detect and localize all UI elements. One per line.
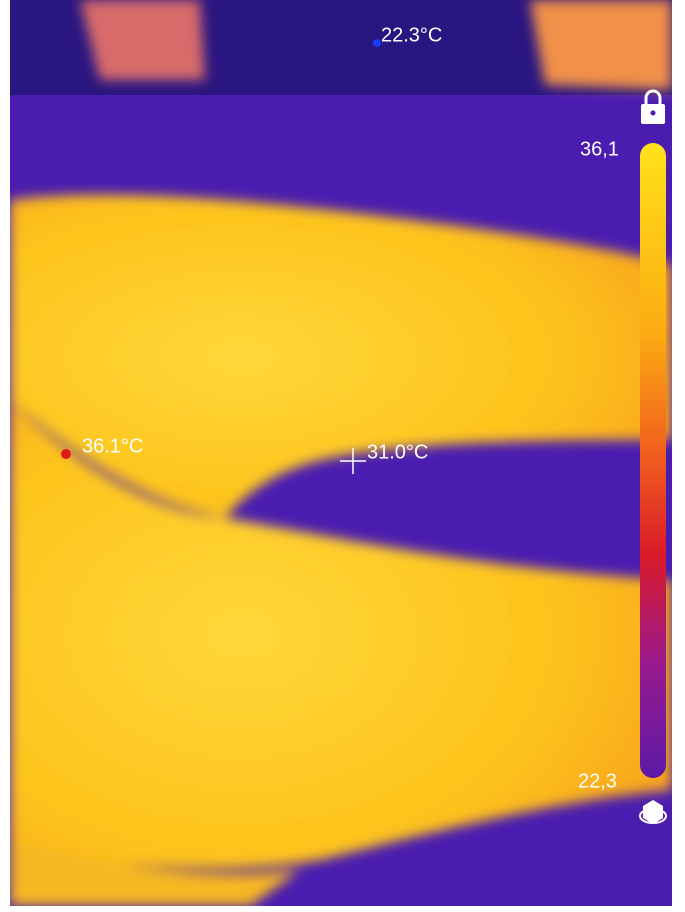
min-spot-label: 22.3°C [381, 24, 442, 46]
thermal-screen: 22.3°C 36.1°C 31.0°C 36,1 22,3 [0, 0, 685, 912]
scale-max-label: 36,1 [580, 138, 619, 160]
max-spot-label: 36.1°C [82, 435, 143, 457]
max-spot-marker [61, 449, 71, 459]
center-spot-label: 31.0°C [367, 441, 428, 463]
scale-min-label: 22,3 [578, 770, 617, 792]
min-spot-marker [373, 39, 381, 47]
color-scale-bar [640, 143, 666, 778]
